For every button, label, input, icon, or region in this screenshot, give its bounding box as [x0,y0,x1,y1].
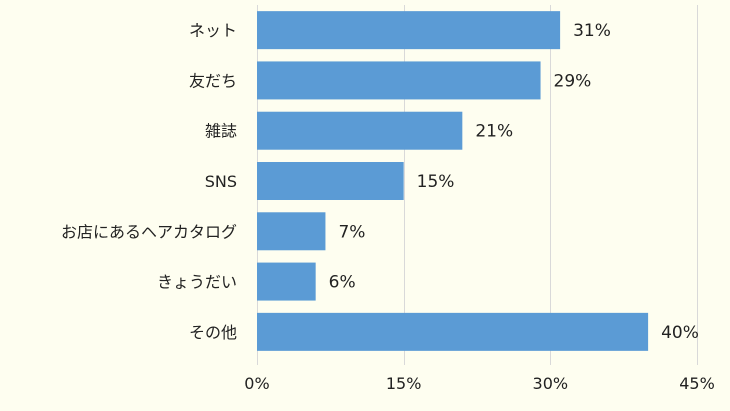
category-label: ネット [189,21,237,40]
value-label: 7% [338,222,365,242]
category-label: その他 [189,323,237,342]
category-label: 雑誌 [205,122,237,141]
value-label: 21% [475,122,513,142]
bar-2 [257,111,463,150]
x-axis-ticks: 0% 15% 30% 45% [244,374,714,393]
x-tick-label: 45% [679,374,715,393]
bar-0 [257,11,561,50]
value-labels: 31% 29% 21% 15% 7% 6% 40% [329,21,699,343]
category-label: お店にあるヘアカタログ [61,222,237,241]
bar-4 [257,212,326,251]
x-tick-label: 0% [244,374,269,393]
value-label: 40% [661,323,699,343]
value-label: 29% [554,71,592,91]
x-tick-label: 15% [386,374,422,393]
category-label: 友だち [189,71,237,90]
x-tick-label: 30% [533,374,569,393]
value-label: 6% [329,273,356,293]
value-label: 15% [417,172,455,192]
bar-5 [257,262,316,301]
value-label: 31% [573,21,611,41]
bars [257,11,649,351]
category-label: きょうだい [157,273,237,292]
bar-6 [257,312,649,351]
category-label: SNS [205,172,237,191]
bar-3 [257,162,404,200]
bar-1 [257,61,541,100]
